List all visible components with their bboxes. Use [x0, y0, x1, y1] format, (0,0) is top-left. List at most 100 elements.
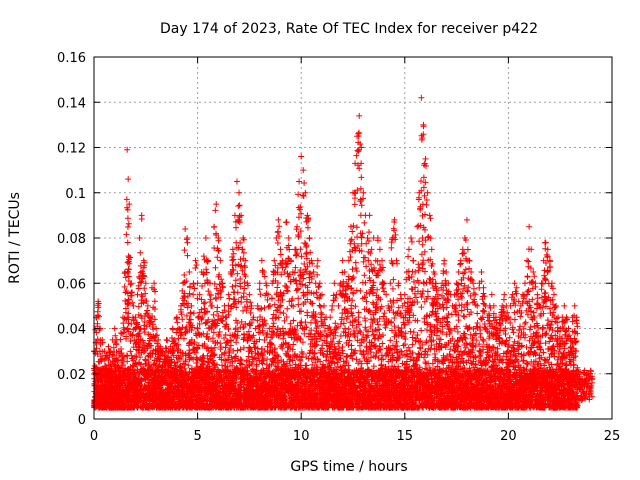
- data-point: [124, 215, 131, 222]
- data-point: [137, 249, 144, 256]
- data-point: [216, 328, 223, 335]
- data-point: [124, 239, 131, 246]
- data-point: [208, 303, 215, 310]
- data-point: [237, 239, 244, 246]
- data-point: [109, 376, 116, 383]
- data-point: [226, 295, 233, 302]
- data-point: [125, 176, 132, 183]
- data-point: [327, 314, 334, 321]
- data-point: [275, 228, 282, 235]
- data-point: [127, 348, 134, 355]
- data-point: [261, 304, 268, 311]
- data-point: [217, 257, 224, 264]
- data-point: [124, 224, 131, 231]
- data-point: [123, 231, 130, 238]
- data-point: [238, 299, 245, 306]
- data-point: [260, 268, 267, 275]
- data-point: [101, 348, 108, 355]
- data-point: [264, 356, 271, 363]
- data-point: [283, 219, 290, 226]
- data-point: [317, 303, 324, 310]
- data-point: [237, 256, 244, 263]
- data-point: [94, 308, 101, 315]
- data-point: [181, 247, 188, 254]
- data-point: [232, 277, 239, 284]
- data-point: [234, 347, 241, 354]
- data-point: [245, 353, 252, 360]
- data-point: [318, 309, 325, 316]
- data-point: [306, 235, 313, 242]
- data-point: [200, 253, 207, 260]
- data-point: [316, 280, 323, 287]
- data-point: [117, 336, 124, 343]
- chart-title: Day 174 of 2023, Rate Of TEC Index for r…: [160, 21, 538, 37]
- data-point: [234, 270, 241, 277]
- data-point: [212, 264, 219, 271]
- data-point: [237, 346, 244, 353]
- data-point: [151, 298, 158, 305]
- data-point: [257, 291, 264, 298]
- data-point: [318, 291, 325, 298]
- data-point: [265, 303, 272, 310]
- data-point: [303, 244, 310, 251]
- data-point: [279, 345, 286, 352]
- data-point: [202, 235, 209, 241]
- data-point: [99, 355, 106, 362]
- data-point: [283, 283, 290, 290]
- data-point: [256, 280, 263, 287]
- data-point: [186, 284, 193, 291]
- data-point: [112, 332, 119, 339]
- data-point: [138, 215, 145, 222]
- data-point: [259, 267, 266, 274]
- data-point: [234, 289, 241, 296]
- data-point: [135, 303, 142, 310]
- data-point: [94, 320, 101, 327]
- data-point: [313, 289, 320, 296]
- data-point: [315, 283, 322, 290]
- data-point: [295, 295, 302, 302]
- data-point: [190, 291, 197, 298]
- data-point: [124, 259, 131, 266]
- data-point: [96, 313, 103, 320]
- data-point: [314, 257, 321, 264]
- data-point: [284, 305, 291, 312]
- data-point: [106, 354, 113, 361]
- data-point: [287, 320, 294, 327]
- data-point: [214, 254, 221, 261]
- data-point: [274, 239, 281, 246]
- data-point: [179, 316, 186, 323]
- data-point: [233, 317, 240, 324]
- data-point: [186, 268, 193, 275]
- data-point: [326, 324, 333, 331]
- data-point: [212, 207, 219, 214]
- data-point: [290, 317, 297, 324]
- data-point: [94, 336, 101, 343]
- data-point: [105, 343, 112, 350]
- data-point: [210, 311, 217, 318]
- data-point: [229, 246, 236, 253]
- data-point: [144, 302, 151, 309]
- data-point: [229, 283, 236, 290]
- data-point: [230, 250, 237, 257]
- data-point: [124, 325, 131, 332]
- data-point: [138, 291, 145, 298]
- data-point: [293, 251, 300, 258]
- data-point: [275, 216, 282, 223]
- data-point: [232, 224, 239, 231]
- data-point: [258, 257, 265, 264]
- data-point: [201, 299, 208, 306]
- data-point: [94, 351, 101, 358]
- data-point: [280, 310, 287, 317]
- data-point: [233, 178, 240, 185]
- data-point: [298, 153, 305, 160]
- data-point: [229, 257, 236, 264]
- data-point: [222, 314, 229, 321]
- data-point: [277, 251, 284, 258]
- data-point: [95, 300, 102, 307]
- data-point: [276, 223, 283, 230]
- data-point: [237, 276, 244, 283]
- data-point: [153, 325, 160, 332]
- data-point: [125, 220, 132, 227]
- data-point: [236, 189, 243, 196]
